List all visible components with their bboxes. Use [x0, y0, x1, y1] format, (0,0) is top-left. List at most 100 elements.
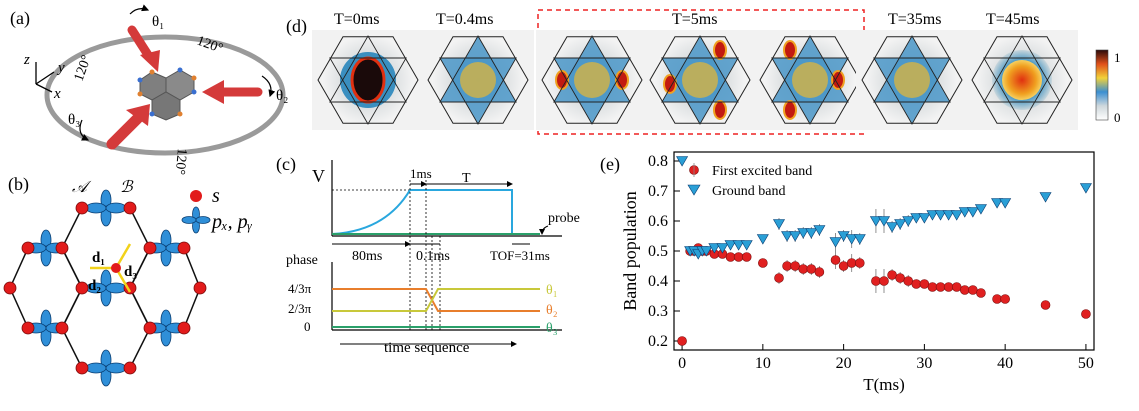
point-excited	[677, 336, 687, 346]
rotation-arrow-3	[79, 119, 90, 141]
point-excited	[968, 285, 978, 295]
point-ground	[999, 198, 1012, 209]
panel-label-e: (e)	[600, 154, 620, 175]
time-label-1: T=0.4ms	[436, 11, 493, 28]
point-ground	[869, 216, 882, 227]
point-ground	[805, 228, 818, 239]
theta1-label: θ₁	[152, 14, 164, 30]
y-axis-label: Band population	[620, 191, 640, 311]
y-tick-2-3pi: 2/3π	[288, 301, 312, 316]
d2-label: d₂	[88, 278, 101, 294]
point-excited	[774, 273, 784, 283]
theta3-phase-label: θ₃	[546, 321, 558, 336]
band-population-chart: 0 10 20 30 40 50 0.2 0.3 0.4 0.5 0.6 0.7 0.8 T(ms) B…	[620, 151, 1095, 394]
legend-p-label: pₓ, pᵧ	[210, 211, 253, 233]
point-ground	[886, 222, 899, 233]
panel-label-b: (b)	[8, 174, 29, 195]
point-ground	[845, 234, 858, 245]
tof-image	[312, 30, 424, 130]
point-ground	[708, 243, 721, 254]
x-tick-label: 50	[1078, 355, 1094, 372]
axis-x-label: x	[53, 86, 61, 102]
time-label-2: T=5ms	[672, 11, 717, 28]
x-tick-label: 30	[916, 355, 932, 372]
axis-y-label: y	[56, 60, 65, 76]
point-ground	[724, 240, 737, 251]
legend-p-marker	[181, 206, 211, 234]
y-tick-label: 0.2	[648, 333, 668, 350]
colorbar	[1095, 49, 1109, 121]
p-orbitals	[25, 189, 187, 387]
point-excited	[871, 276, 881, 286]
y-tick-label: 0.4	[648, 273, 668, 290]
point-excited	[927, 282, 938, 292]
laser-arrow-3	[106, 104, 150, 150]
legend-label-excited: First excited band	[712, 164, 812, 179]
legend-s-label: s	[212, 185, 220, 207]
y-tick-label: 0.3	[648, 303, 668, 320]
panel-b: (b) 𝒜 ℬ	[3, 174, 253, 387]
point-excited	[1000, 294, 1010, 304]
point-excited	[943, 282, 954, 292]
t-1ms-label: 1ms	[410, 166, 432, 181]
panel-c: (c) V 1ms T 80ms 0.1ms TOF=31ms probe	[276, 154, 580, 356]
point-excited	[814, 267, 825, 277]
theta2-label: θ₂	[276, 88, 288, 104]
point-ground	[853, 234, 866, 245]
y-tick-label: 0.8	[648, 153, 668, 170]
x-tick-label: 0	[678, 355, 686, 372]
y-tick-label: 0.6	[648, 213, 668, 230]
point-excited	[951, 282, 962, 292]
s-orbitals	[3, 201, 207, 375]
point-ground	[829, 237, 842, 248]
plot-frame	[673, 151, 1095, 351]
point-excited	[887, 270, 897, 280]
sublattice-A-label: 𝒜	[72, 179, 92, 196]
point-ground	[781, 231, 794, 242]
point-ground	[991, 198, 1004, 209]
tof-images	[312, 30, 1078, 130]
point-ground	[926, 210, 939, 221]
tof-image	[644, 30, 756, 130]
panel-a: (a) θ₁ θ₂ θ₃	[10, 4, 288, 175]
legend: First excited band Ground band	[687, 163, 812, 199]
point-ground	[966, 207, 979, 218]
phase-label: phase	[286, 253, 318, 268]
time-arrows	[332, 181, 530, 247]
point-excited	[919, 279, 930, 289]
point-ground	[918, 213, 931, 224]
tof-image	[966, 30, 1078, 130]
panel-label-a: (a)	[10, 8, 30, 29]
theta1-phase-label: θ₁	[546, 283, 558, 298]
center-site	[111, 263, 121, 273]
point-excited	[838, 261, 849, 271]
point-excited	[935, 282, 946, 292]
legend-label-ground: Ground band	[712, 184, 786, 199]
laser-arrow-1	[127, 25, 160, 72]
point-ground	[772, 219, 786, 230]
point-ground	[732, 240, 745, 251]
axes-indicator	[35, 62, 55, 93]
point-excited	[790, 261, 800, 271]
panel-e: (e) 0 10 20 30 40 50 0.2 0.3 0.4 0.5 0.6 0.7 0.8 T(m…	[600, 151, 1095, 394]
point-ground	[676, 156, 689, 167]
point-excited	[879, 276, 889, 286]
colorbar-min-label: 0	[1114, 110, 1121, 125]
point-excited	[830, 255, 841, 265]
point-excited	[895, 273, 905, 283]
tof-label: TOF=31ms	[490, 248, 550, 263]
angle-label-top: 120°	[195, 34, 225, 57]
point-ground	[756, 234, 769, 245]
point-excited	[854, 258, 865, 268]
time-label-4: T=45ms	[986, 11, 1039, 28]
y-tick-label: 0.7	[648, 183, 668, 200]
point-excited	[992, 294, 1002, 304]
point-excited	[903, 276, 914, 286]
legend-s-marker	[190, 190, 202, 202]
point-excited	[911, 279, 922, 289]
ring	[44, 34, 286, 156]
theta3-label: θ₃	[68, 112, 80, 128]
point-ground	[942, 210, 955, 221]
t-01ms-label: 0.1ms	[416, 249, 450, 264]
